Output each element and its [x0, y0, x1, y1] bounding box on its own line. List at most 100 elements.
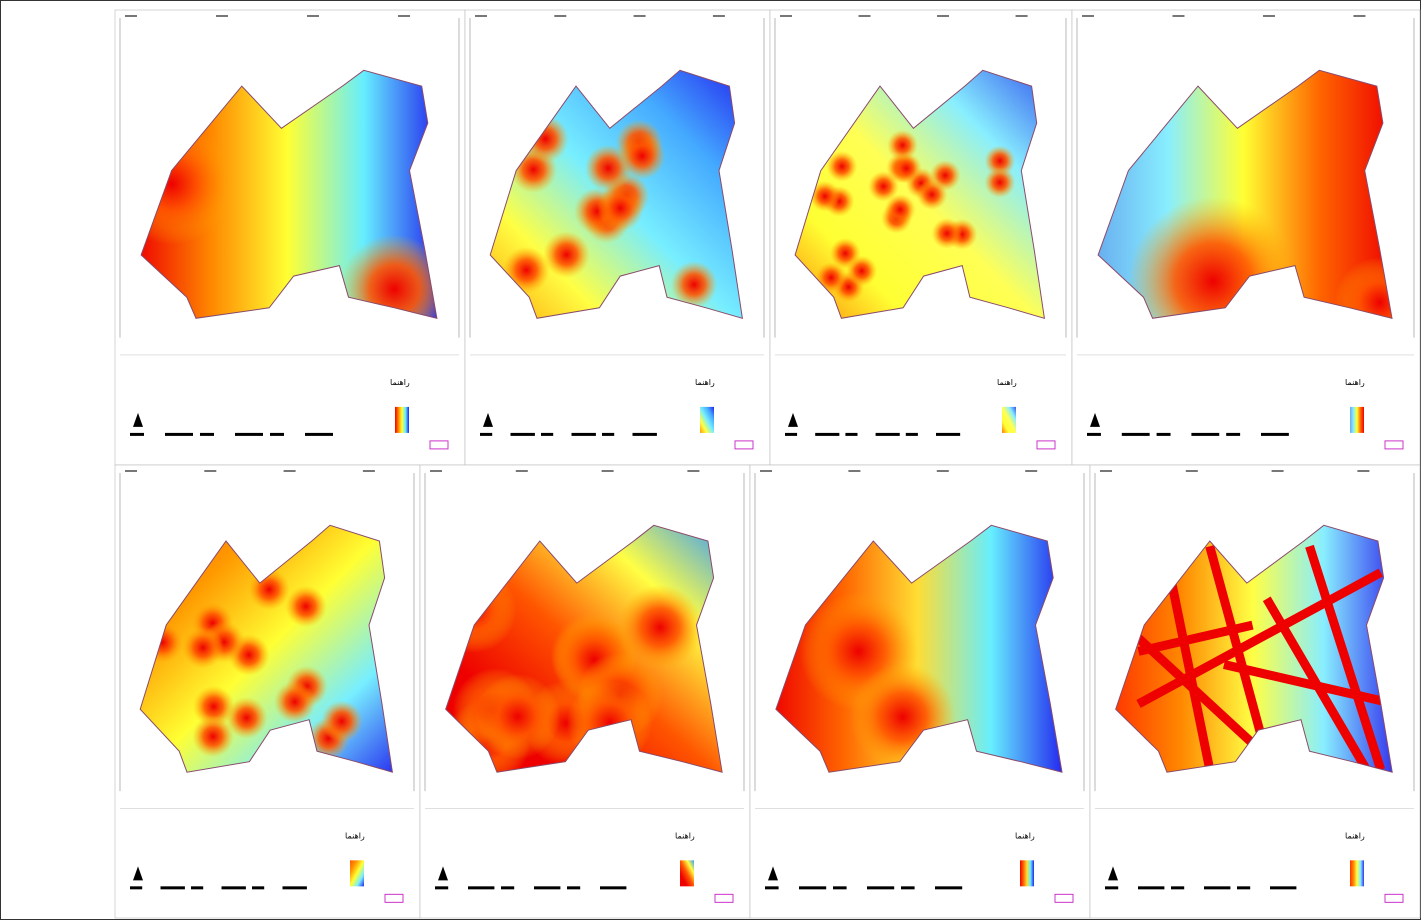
coordinate-label — [1025, 470, 1038, 472]
scale-bar-segment — [1204, 886, 1231, 890]
coordinate-label — [937, 15, 950, 17]
scale-bar-segment — [235, 432, 263, 436]
road-buffer — [1162, 558, 1215, 771]
scale-bar-segment — [867, 886, 895, 890]
legend-title: راهنما — [345, 831, 365, 840]
scale-bar-segment — [602, 432, 615, 436]
hotspot — [596, 184, 644, 232]
scale-bar-segment — [1270, 886, 1297, 890]
coordinate-label — [1015, 15, 1028, 17]
coordinate-label — [283, 470, 296, 472]
hotspot — [618, 132, 666, 180]
legend-gradient — [395, 406, 409, 433]
coordinate-label — [125, 470, 137, 472]
coordinate-label — [216, 15, 228, 17]
coordinate-label — [1185, 470, 1198, 472]
hotspot — [474, 673, 561, 760]
study-area-outline — [139, 524, 394, 773]
map-panel: راهنما — [419, 464, 751, 919]
hotspot — [617, 584, 703, 671]
scale-bar-segment — [785, 432, 798, 436]
hotspot — [1128, 196, 1299, 319]
north-arrow — [133, 412, 143, 427]
hotspot — [984, 167, 1016, 198]
road-buffer — [1136, 568, 1383, 708]
hotspot — [826, 151, 858, 182]
hotspot — [192, 715, 234, 758]
coordinate-label — [1100, 470, 1112, 472]
hotspot — [182, 626, 224, 669]
scale-bar-segment — [252, 886, 265, 890]
scale-bar-segment — [510, 432, 535, 436]
north-arrow — [483, 412, 493, 427]
north-arrow — [1090, 412, 1100, 427]
legend-boundary-swatch — [429, 440, 449, 450]
scale-bar-segment — [1226, 432, 1241, 436]
legend-boundary-swatch — [1054, 893, 1074, 903]
hotspot — [868, 170, 899, 202]
coordinate-label — [633, 15, 646, 17]
legend-title: راهنما — [675, 831, 695, 840]
scale-bar-segment — [130, 432, 144, 436]
hotspot — [846, 255, 878, 287]
map-panel: راهنما — [1071, 9, 1421, 466]
legend-title: راهنما — [695, 378, 715, 387]
coordinate-label — [936, 470, 949, 472]
legend-title: راهنما — [1345, 378, 1365, 387]
coordinate-label — [362, 470, 375, 472]
road-buffer — [1262, 596, 1371, 772]
legend-gradient — [700, 406, 714, 433]
hotspot — [809, 180, 841, 212]
scale-bar-segment — [200, 432, 214, 436]
study-area-outline — [1115, 524, 1393, 773]
coordinate-label — [430, 470, 442, 472]
coordinate-label — [780, 15, 792, 17]
map-panel: راهنما — [114, 9, 466, 466]
scale-bar-segment — [935, 886, 963, 890]
coordinate-label — [125, 15, 137, 17]
scale-bar-segment — [1105, 886, 1119, 890]
hotspot — [225, 697, 268, 739]
scale-bar-segment — [1261, 432, 1289, 436]
legend-boundary-swatch — [734, 440, 754, 450]
coordinate-label — [858, 15, 871, 17]
hotspot — [192, 685, 235, 728]
study-area-outline — [489, 69, 744, 319]
map-panel: راهنما — [769, 9, 1073, 466]
coordinate-label — [475, 15, 487, 17]
scale-bar-segment — [270, 432, 284, 436]
coordinate-label — [848, 470, 861, 472]
coordinate-label — [601, 470, 614, 472]
scale-bar-segment — [1191, 432, 1220, 436]
legend-gradient — [1350, 860, 1364, 887]
coordinate-label — [1357, 470, 1370, 472]
scale-bar-segment — [1237, 886, 1251, 890]
scale-bar-segment — [468, 886, 495, 890]
scale-bar-segment — [1156, 432, 1171, 436]
north-arrow — [788, 412, 798, 427]
map-panel: راهنما — [114, 464, 421, 919]
scale-bar-segment — [905, 432, 918, 436]
north-arrow — [768, 866, 778, 881]
legend-gradient — [1002, 406, 1016, 433]
legend-boundary-swatch — [1384, 440, 1404, 450]
coordinate-label — [307, 15, 319, 17]
scale-bar-segment — [191, 886, 204, 890]
legend-boundary-swatch — [1036, 440, 1056, 450]
legend-title: راهنما — [1015, 831, 1035, 840]
scale-bar-segment — [845, 432, 858, 436]
scale-bar-segment — [799, 886, 827, 890]
coordinate-label — [204, 470, 217, 472]
scale-bar-segment — [936, 432, 961, 436]
coordinate-label — [1271, 470, 1284, 472]
hotspot — [543, 231, 590, 279]
scale-bar-segment — [130, 886, 143, 890]
coordinate-label — [1353, 15, 1366, 17]
road-buffer — [1137, 620, 1254, 656]
scale-bar-segment — [833, 886, 847, 890]
scale-bar-segment — [571, 432, 596, 436]
map-panel: راهنما — [464, 9, 771, 466]
scale-bar-segment — [165, 432, 193, 436]
hotspot — [1334, 257, 1392, 319]
